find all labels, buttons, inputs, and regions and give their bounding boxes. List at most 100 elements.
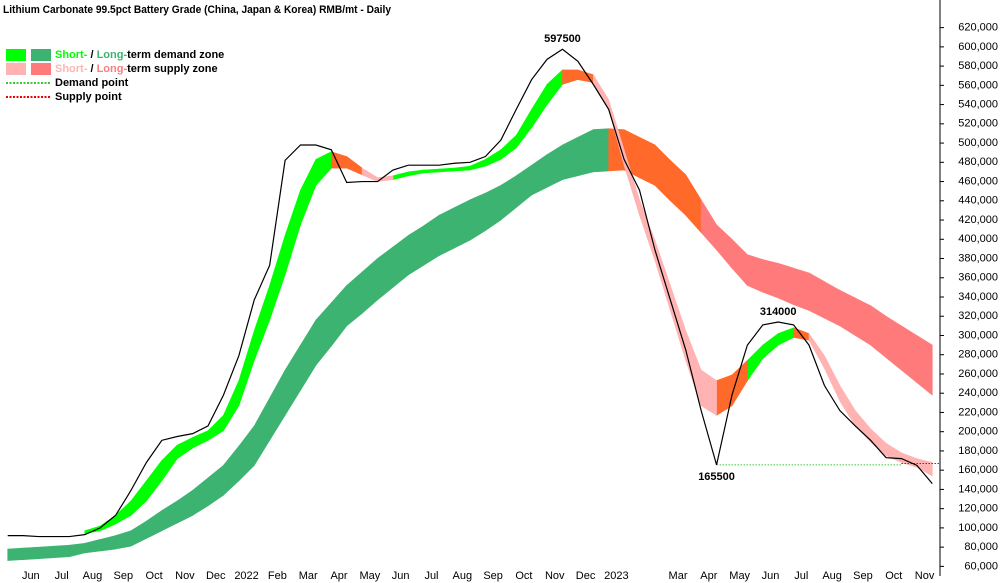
x-tick-label: Jul: [794, 570, 808, 582]
zone-segment: [515, 108, 532, 149]
zone-segment: [747, 254, 764, 293]
zone-segment: [562, 136, 579, 181]
zone-segment: [824, 281, 841, 327]
legend-text: Short-: [55, 49, 88, 61]
legend-label: Demand point: [55, 77, 129, 89]
legend-text: Short-: [55, 63, 88, 75]
x-tick-label: May: [359, 570, 380, 582]
y-tick-label: 520,000: [958, 118, 998, 130]
y-tick-label: 580,000: [958, 60, 998, 72]
zone-segment: [562, 69, 579, 85]
zone-segment: [115, 530, 132, 550]
y-tick-label: 340,000: [958, 291, 998, 303]
x-tick-label: Oct: [885, 570, 902, 582]
zone-segment: [53, 544, 70, 559]
zone-segment: [408, 225, 425, 276]
y-tick-label: 620,000: [958, 22, 998, 34]
y-tick-label: 140,000: [958, 483, 998, 495]
zone-segment: [839, 384, 856, 427]
zone-segment: [639, 136, 656, 186]
point-label: 165500: [698, 471, 735, 483]
y-tick-label: 80,000: [964, 541, 998, 553]
zone-segment: [454, 165, 471, 172]
zone-segment: [793, 267, 810, 311]
zone-segment: [762, 259, 779, 299]
y-tick-label: 280,000: [958, 349, 998, 361]
x-tick-label: Mar: [299, 570, 318, 582]
zone-segment: [176, 436, 193, 460]
zone-segment: [654, 144, 671, 202]
y-tick-label: 560,000: [958, 79, 998, 91]
zone-segment: [577, 129, 594, 177]
zone-segment: [469, 192, 486, 241]
zone-segment: [639, 199, 656, 261]
y-tick-label: 480,000: [958, 156, 998, 168]
x-tick-label: Jun: [22, 570, 40, 582]
x-tick-label: Nov: [915, 570, 935, 582]
zone-segment: [777, 327, 794, 346]
zone-segment: [762, 332, 779, 360]
zone-segment: [207, 464, 224, 507]
legend-swatch: [31, 63, 51, 75]
zone-segment: [284, 190, 301, 275]
zone-segment: [269, 369, 286, 442]
legend-swatch: [6, 63, 26, 75]
zone-segment: [361, 257, 378, 315]
legend-swatch: [31, 49, 51, 61]
legend-label: Supply point: [55, 91, 122, 103]
x-tick-label: Jul: [55, 570, 69, 582]
zone-segment: [331, 284, 348, 347]
zone-segment: [685, 330, 702, 406]
zone-segment: [916, 334, 933, 396]
zone-segment: [7, 547, 24, 561]
zone-segment: [438, 167, 455, 173]
legend-text: /: [87, 63, 96, 75]
x-tick-label: Mar: [669, 570, 688, 582]
legend-text: Long-: [97, 63, 128, 75]
x-tick-label: 2022: [234, 570, 258, 582]
zone-segment: [808, 272, 825, 319]
legend-swatch: [6, 49, 26, 61]
zone-segment: [284, 344, 301, 417]
chart-title: Lithium Carbonate 99.5pct Battery Grade …: [3, 4, 392, 16]
y-tick-label: 180,000: [958, 445, 998, 457]
x-tick-label: Sep: [853, 570, 873, 582]
y-tick-label: 120,000: [958, 503, 998, 515]
zone-segment: [700, 369, 717, 416]
y-tick-label: 200,000: [958, 426, 998, 438]
y-tick-label: 380,000: [958, 252, 998, 264]
x-tick-label: 2023: [604, 570, 628, 582]
y-tick-label: 400,000: [958, 233, 998, 245]
zone-segment: [824, 355, 841, 402]
x-tick-label: Sep: [483, 570, 503, 582]
legend-text: Supply point: [55, 91, 122, 103]
zone-segment: [392, 171, 409, 181]
zone-segment: [716, 224, 733, 269]
zone-segment: [361, 167, 378, 183]
y-tick-label: 160,000: [958, 464, 998, 476]
legend-text: /: [87, 49, 96, 61]
x-tick-label: Jul: [424, 570, 438, 582]
zone-segment: [546, 144, 563, 188]
zone-segment: [777, 262, 794, 306]
legend-text: term supply zone: [127, 63, 217, 75]
zone-segment: [500, 175, 517, 221]
legend-label: Short- / Long-term demand zone: [55, 49, 224, 61]
zone-segment: [192, 477, 209, 516]
x-tick-label: Jun: [762, 570, 780, 582]
zone-segment: [901, 325, 918, 384]
zone-segment: [146, 459, 163, 502]
y-tick-label: 540,000: [958, 98, 998, 110]
legend-text: Demand point: [55, 77, 129, 89]
zone-segment: [207, 414, 224, 441]
y-tick-label: 100,000: [958, 522, 998, 534]
zone-segment: [300, 319, 317, 392]
y-tick-label: 420,000: [958, 214, 998, 226]
zone-segment: [531, 154, 548, 196]
x-tick-label: Aug: [83, 570, 103, 582]
x-tick-label: Nov: [545, 570, 565, 582]
zone-segment: [531, 83, 548, 129]
zone-segment: [485, 149, 502, 167]
x-tick-label: Apr: [700, 570, 717, 582]
zone-segment: [315, 301, 332, 367]
